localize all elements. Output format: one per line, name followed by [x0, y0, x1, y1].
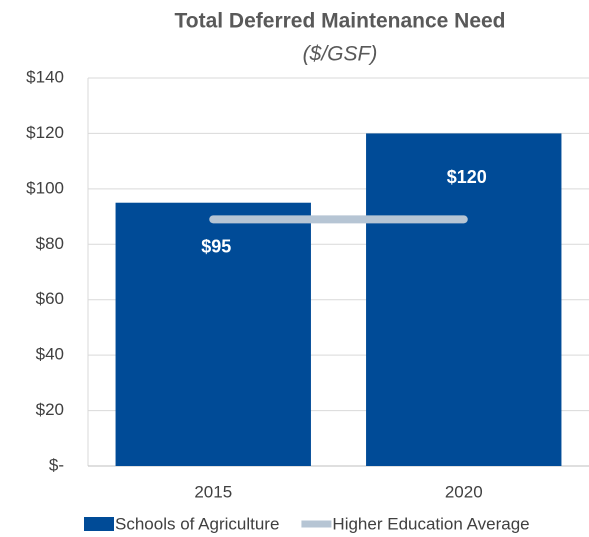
data-label: $120 [447, 167, 487, 187]
legend-label: Schools of Agriculture [115, 514, 279, 533]
y-tick-label: $60 [36, 289, 64, 308]
chart-subtitle: ($/GSF) [303, 43, 378, 66]
legend-swatch [84, 517, 114, 531]
y-tick-label: $20 [36, 400, 64, 419]
y-tick-label: $80 [36, 234, 64, 253]
y-tick-label: $100 [26, 178, 64, 197]
y-tick-label: $- [49, 455, 64, 474]
data-label: $95 [201, 236, 231, 256]
x-tick-label: 2015 [194, 482, 232, 501]
y-tick-label: $140 [26, 67, 64, 86]
y-tick-label: $120 [26, 123, 64, 142]
bar [366, 133, 562, 466]
legend-label: Higher Education Average [332, 514, 529, 533]
chart-title: Total Deferred Maintenance Need [174, 10, 505, 33]
y-tick-label: $40 [36, 345, 64, 364]
bar [115, 202, 311, 466]
x-tick-label: 2020 [445, 482, 483, 501]
